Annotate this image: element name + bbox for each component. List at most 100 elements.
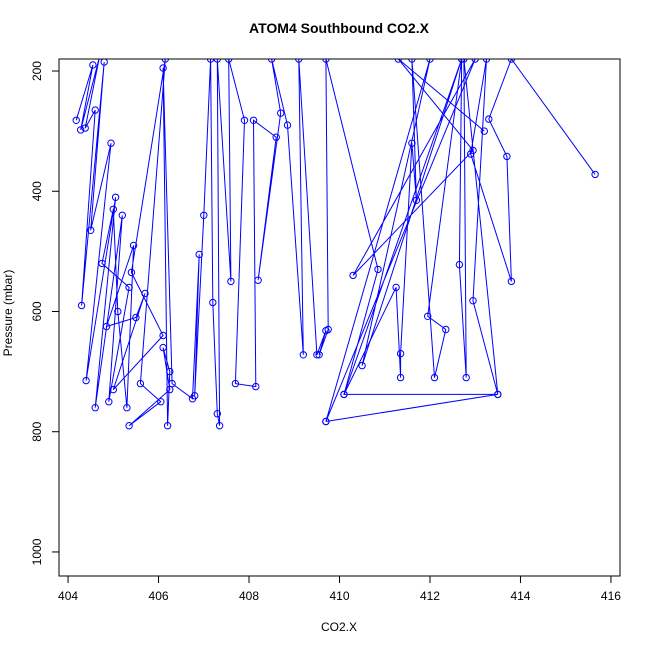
y-tick-label: 1000 (30, 538, 44, 565)
data-point (299, 351, 307, 359)
data-point (396, 349, 405, 358)
data-point (249, 116, 258, 125)
data-point (168, 379, 176, 388)
data-point (374, 265, 382, 274)
data-point (81, 124, 89, 132)
data-point (109, 205, 118, 214)
data-point (272, 133, 280, 141)
data-point (349, 271, 357, 280)
data-point (442, 325, 450, 334)
data-point (125, 422, 133, 430)
data-point (408, 59, 416, 63)
data-point (482, 59, 491, 63)
data-point (89, 61, 97, 69)
data-point (494, 390, 502, 399)
data-point (213, 59, 221, 63)
y-axis-label: Pressure (mbar) (1, 270, 15, 357)
data-point (426, 59, 434, 63)
data-point (109, 385, 118, 394)
data-point (225, 59, 233, 63)
x-tick-label: 412 (420, 589, 440, 603)
series-line-2 (325, 59, 498, 422)
data-point (507, 59, 516, 63)
data-point (215, 422, 224, 430)
data-point (277, 109, 285, 117)
data-point (102, 322, 111, 331)
data-point (267, 59, 276, 63)
data-point (125, 283, 133, 292)
data-point (159, 343, 167, 352)
x-tick-label: 414 (510, 589, 530, 603)
data-point (87, 226, 95, 235)
y-tick-label: 200 (30, 61, 44, 81)
x-axis: 404 406 408 410 412 414 416 (58, 576, 621, 603)
data-point (458, 59, 466, 63)
data-point (430, 373, 439, 382)
data-point (471, 59, 479, 63)
data-point (91, 106, 99, 114)
data-point (129, 241, 138, 250)
data-point (91, 404, 99, 412)
x-tick-label: 416 (601, 589, 621, 603)
data-point (161, 59, 169, 63)
data-point (295, 59, 303, 63)
data-point (485, 115, 493, 123)
series-line-1 (75, 59, 596, 427)
data-point (591, 170, 599, 179)
data-point (358, 361, 366, 370)
y-tick-label: 400 (30, 181, 44, 201)
data-point (467, 150, 475, 158)
data-point (254, 276, 262, 284)
x-tick-label: 404 (58, 589, 78, 603)
data-point (503, 152, 511, 161)
data-point (283, 121, 292, 129)
data-point (200, 211, 208, 220)
data-point (191, 392, 199, 400)
data-point (72, 116, 80, 125)
data-point (166, 367, 174, 376)
data-point (480, 127, 488, 135)
x-tick-label: 406 (149, 589, 169, 603)
data-point (77, 126, 85, 134)
data-point (322, 417, 330, 426)
data-point (455, 260, 464, 269)
data-point (195, 250, 203, 259)
data-point (82, 376, 90, 385)
data-point (213, 410, 222, 418)
data-point (159, 331, 167, 340)
data-point (313, 351, 321, 359)
data-point (98, 259, 106, 268)
data-point (206, 59, 215, 63)
data-point (227, 277, 235, 286)
x-tick-label: 408 (239, 589, 259, 603)
data-point (231, 379, 240, 388)
y-tick-label: 600 (30, 301, 44, 321)
x-axis-label: CO2.X (321, 620, 357, 634)
data-point (141, 289, 149, 298)
data-point (340, 390, 348, 399)
data-point (107, 139, 115, 147)
data-point (159, 64, 167, 72)
data-point (163, 422, 172, 430)
y-tick-label: 800 (30, 421, 44, 441)
data-point (315, 351, 323, 359)
data-point (469, 297, 477, 305)
data-point (123, 404, 131, 412)
data-point (127, 268, 136, 277)
data-point (114, 307, 122, 316)
y-axis: 200 400 600 800 1000 (30, 61, 59, 565)
data-point (77, 301, 86, 310)
data-point (111, 193, 120, 202)
data-point (424, 312, 432, 320)
data-point (157, 398, 165, 406)
data-point (240, 116, 249, 125)
data-point (462, 373, 470, 382)
data-point (132, 313, 140, 322)
chart-title: ATOM4 Southbound CO2.X (249, 20, 430, 36)
data-point (460, 59, 468, 63)
data-point (118, 211, 127, 220)
data-point (252, 382, 260, 391)
data-point (322, 59, 330, 63)
data-point (324, 325, 332, 334)
plot-area (72, 59, 599, 430)
